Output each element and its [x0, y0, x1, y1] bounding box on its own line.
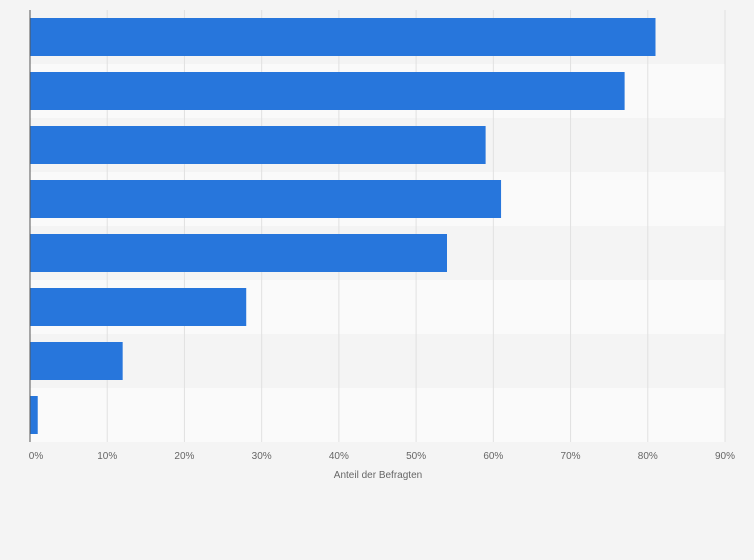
x-tick-label: 10% [97, 451, 117, 462]
x-tick-label: 20% [174, 451, 194, 462]
x-tick-label: 60% [483, 451, 503, 462]
x-tick-label: 0% [29, 451, 44, 462]
bar [30, 126, 486, 164]
bar [30, 396, 38, 434]
x-axis-title: Anteil der Befragten [334, 470, 422, 481]
x-tick-label: 50% [406, 451, 426, 462]
bars [30, 18, 656, 434]
x-tick-label: 90% [715, 451, 735, 462]
bar [30, 180, 502, 218]
bar [30, 234, 447, 272]
row-band [30, 388, 725, 442]
row-band [30, 334, 725, 388]
bar [30, 342, 123, 380]
x-tick-label: 40% [329, 451, 349, 462]
x-tick-label: 70% [561, 451, 581, 462]
bar [30, 72, 625, 110]
x-tick-label: 80% [638, 451, 658, 462]
bar [30, 18, 656, 56]
bar [30, 288, 247, 326]
x-tick-labels: 0% 10% 20% 30% 40% 50% 60% 70% 80% 90% [29, 451, 735, 462]
x-tick-label: 30% [252, 451, 272, 462]
